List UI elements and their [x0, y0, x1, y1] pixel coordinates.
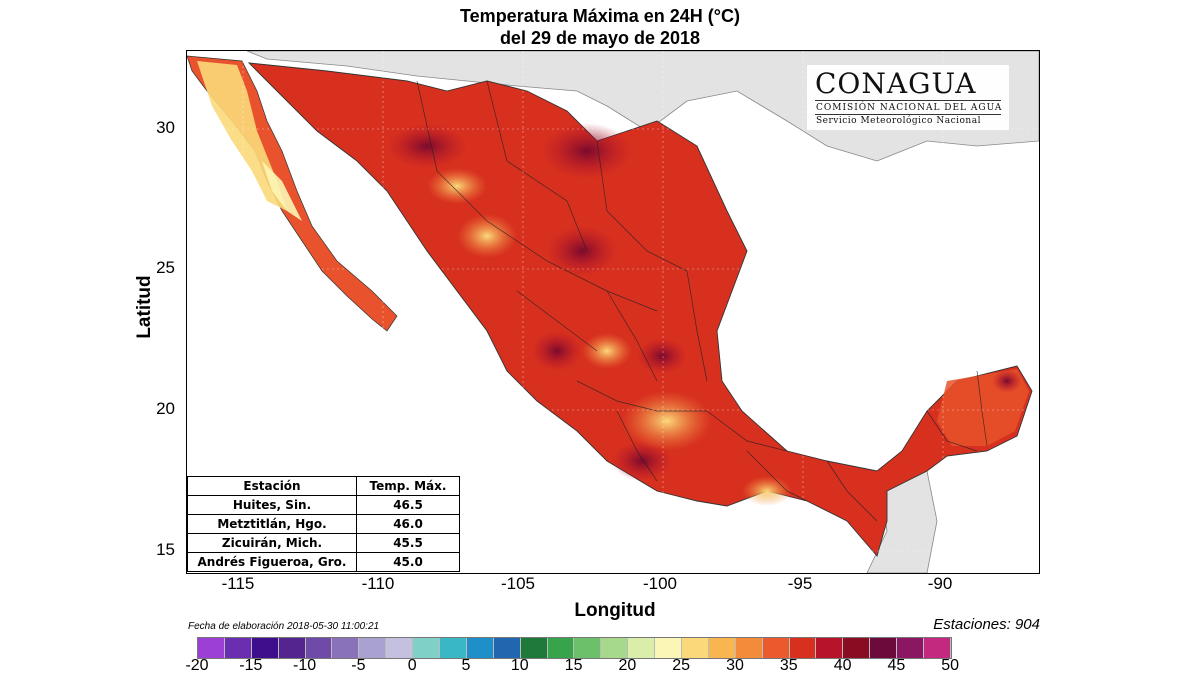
xtick-m105: -105 — [500, 574, 536, 593]
colorbar-label: 15 — [564, 657, 583, 674]
colorbar-swatch — [870, 638, 898, 658]
station-temp: 46.5 — [356, 495, 460, 515]
colorbar-label: -20 — [185, 657, 209, 674]
colorbar-label: -5 — [351, 657, 366, 674]
hotspot-jalisco — [532, 331, 582, 371]
logo-divider — [815, 100, 1001, 101]
colorbar-swatch — [735, 638, 763, 658]
colorbar-swatch — [843, 638, 871, 658]
colorbar-label: 40 — [833, 657, 852, 674]
xtick-m110: -110 — [361, 574, 395, 593]
station-count: Estaciones: 904 — [933, 616, 1040, 633]
colorbar-swatch — [682, 638, 709, 658]
colorbar-swatch — [440, 638, 467, 658]
colorbar-swatch — [574, 638, 602, 658]
station-temp: 45.5 — [356, 533, 460, 553]
generation-date: Fecha de elaboración 2018-05-30 11:00:21 — [188, 621, 380, 632]
colorbar-swatch — [305, 638, 333, 658]
xtick-m115: -115 — [221, 574, 255, 593]
header-station: Estación — [187, 476, 357, 496]
colorbar-swatch — [547, 638, 575, 658]
map-title-line1: Temperatura Máxima en 24H (°C) — [460, 6, 740, 26]
ytick-25: 25 — [156, 258, 175, 277]
map-title-line2: del 29 de mayo de 2018 — [499, 28, 701, 48]
colorbar-swatch — [224, 638, 252, 658]
colorbar-swatch — [762, 638, 790, 658]
colorbar-swatch — [359, 638, 387, 658]
x-axis-label: Longitud — [574, 600, 656, 621]
colorbar-label: -10 — [293, 657, 317, 674]
colorbar-label: -15 — [239, 657, 263, 674]
hotspot-sonora — [387, 124, 467, 168]
logo-subtitle: COMISIÓN NACIONAL DEL AGUA — [816, 103, 1003, 113]
colorbar-label: 5 — [461, 657, 471, 674]
colorbar-swatch — [708, 638, 736, 658]
hotspot-yucatan — [992, 369, 1022, 393]
colorbar-label: 20 — [618, 657, 637, 674]
colorbar-swatch — [332, 638, 360, 658]
colorbar-swatch — [466, 638, 494, 658]
colorbar-swatch — [520, 638, 548, 658]
colorbar-swatch — [493, 638, 521, 658]
colorbar-swatch — [251, 638, 279, 658]
station-name: Andrés Figueroa, Gro. — [187, 552, 357, 572]
conagua-logo: CONAGUA COMISIÓN NACIONAL DEL AGUA Servi… — [807, 65, 1009, 130]
colorbar-swatch — [601, 638, 629, 658]
colorbar-label: 0 — [407, 657, 417, 674]
station-name: Zicuirán, Mich. — [187, 533, 357, 553]
stations-table: Estación Temp. Máx. Huites, Sin. 46.5 Me… — [187, 476, 460, 572]
ytick-30: 30 — [156, 118, 175, 137]
station-name: Metztitlán, Hgo. — [187, 514, 357, 534]
cool-zacatecas — [582, 333, 632, 369]
colorbar-swatch — [789, 638, 817, 658]
logo-divider-2 — [815, 114, 1001, 115]
logo-name: CONAGUA — [815, 67, 977, 100]
header-temp: Temp. Máx. — [356, 476, 460, 496]
colorbar-swatch — [655, 638, 683, 658]
hotspot-hidalgo — [637, 338, 687, 374]
table-row: Huites, Sin. 46.5 — [187, 495, 460, 515]
colorbar-swatch — [897, 638, 925, 658]
colorbar-swatch — [278, 638, 306, 658]
hotspot-coahuila — [542, 123, 632, 179]
colorbar-swatch — [816, 638, 844, 658]
station-name: Huites, Sin. — [187, 495, 357, 515]
xtick-m95: -95 — [787, 574, 813, 593]
baja-coolest-zone — [262, 161, 302, 221]
colorbar-label: 35 — [779, 657, 798, 674]
baja-cool-zone — [197, 61, 287, 211]
table-row: Metztitlán, Hgo. 46.0 — [187, 514, 460, 534]
cool-oaxaca — [742, 476, 792, 506]
colorbar-label: 45 — [887, 657, 906, 674]
colorbar-swatch — [628, 638, 656, 658]
colorbar-label: 50 — [941, 657, 960, 674]
cool-chihuahua — [457, 214, 517, 258]
hotspot-guerrero — [612, 441, 672, 481]
colorbar-label: 25 — [672, 657, 691, 674]
cool-sierra-madre-north — [427, 168, 487, 204]
stations-table-header: Estación Temp. Máx. — [187, 476, 460, 496]
map-title: Temperatura Máxima en 24H (°C) del 29 de… — [0, 5, 1200, 49]
ytick-15: 15 — [156, 540, 175, 559]
logo-subtitle-2: Servicio Meteorológico Nacional — [816, 116, 981, 126]
table-row: Andrés Figueroa, Gro. 45.0 — [187, 552, 460, 572]
y-axis-label: Latitud — [134, 275, 155, 339]
colorbar-swatch — [924, 638, 951, 658]
colorbar-swatch — [198, 638, 225, 658]
station-temp: 45.0 — [356, 552, 460, 572]
ytick-20: 20 — [156, 399, 175, 418]
station-temp: 46.0 — [356, 514, 460, 534]
xtick-m100: -100 — [642, 574, 678, 593]
xtick-m90: -90 — [927, 574, 953, 593]
colorbar — [197, 637, 952, 659]
colorbar-swatch — [386, 638, 414, 658]
colorbar-label: 30 — [726, 657, 744, 674]
hotspot-durango — [547, 226, 617, 276]
table-row: Zicuirán, Mich. 45.5 — [187, 533, 460, 553]
state-borders — [416, 80, 988, 522]
cool-central-highlands — [622, 391, 712, 451]
colorbar-label: 10 — [510, 657, 529, 674]
colorbar-swatch — [413, 638, 441, 658]
